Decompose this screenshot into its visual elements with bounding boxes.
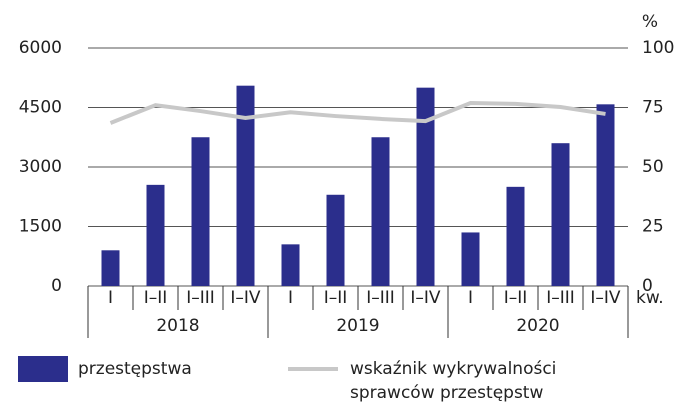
y2-tick-label: 75	[642, 98, 664, 118]
y-tick-label: 1500	[19, 217, 62, 237]
group-label: 2018	[156, 316, 199, 336]
bar	[101, 250, 120, 286]
y2-tick-label: 0	[642, 276, 653, 296]
x-tick-label: I–III	[546, 288, 575, 308]
bar	[146, 184, 165, 286]
x-tick-label: I–IV	[590, 288, 621, 308]
bar	[506, 186, 525, 286]
y-tick-label: 4500	[19, 98, 62, 118]
y2-tick-label: 50	[642, 157, 664, 177]
line	[109, 100, 606, 125]
bar	[191, 137, 210, 286]
y2-axis-label: %	[642, 12, 658, 32]
bar	[551, 143, 570, 286]
x-tick-label: I–II	[144, 288, 168, 308]
x-tick-label: I–IV	[410, 288, 441, 308]
bar	[281, 244, 300, 286]
x-tick-label: I–III	[366, 288, 395, 308]
group-label: 2019	[336, 316, 379, 336]
x-axis-label: kw.	[636, 288, 664, 308]
group-label: 2020	[516, 316, 559, 336]
bar	[416, 87, 435, 287]
y2-tick-label: 100	[642, 38, 674, 58]
x-tick-label: I	[468, 288, 473, 308]
legend-swatch-bar	[18, 356, 68, 382]
bar	[326, 194, 345, 286]
x-tick-label: I–II	[324, 288, 348, 308]
bar	[596, 104, 615, 287]
x-tick-label: I	[288, 288, 293, 308]
x-tick-label: I–II	[504, 288, 528, 308]
bar	[236, 85, 255, 286]
bar	[461, 232, 480, 286]
x-tick-label: I–IV	[230, 288, 261, 308]
y2-tick-label: 25	[642, 217, 664, 237]
y-tick-label: 6000	[19, 38, 62, 58]
x-tick-label: I	[108, 288, 113, 308]
y-tick-label: 3000	[19, 157, 62, 177]
bar	[371, 137, 390, 286]
y-tick-label: 0	[51, 276, 62, 296]
legend-label: przestępstwa	[78, 359, 192, 379]
x-tick-label: I–III	[186, 288, 215, 308]
legend-label: wskaźnik wykrywalności sprawców przestęp…	[350, 359, 557, 403]
